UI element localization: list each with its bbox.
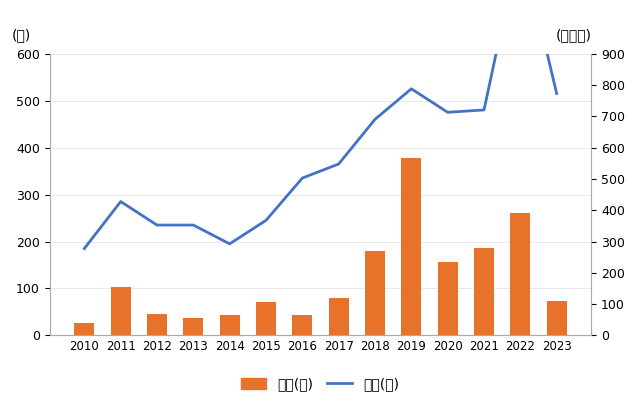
- Bar: [474, 248, 494, 335]
- Bar: [365, 251, 385, 335]
- Bar: [329, 298, 349, 335]
- Text: (억달러): (억달러): [556, 28, 591, 42]
- Text: (건): (건): [12, 28, 31, 42]
- 건수(좌): [226, 242, 234, 246]
- Bar: [183, 318, 204, 335]
- 건수(좌): [553, 91, 561, 96]
- 건수(좌): [153, 223, 161, 227]
- 건수(좌): [81, 246, 88, 251]
- 건수(좌): [189, 223, 197, 227]
- 건수(좌): [444, 110, 451, 115]
- Bar: [547, 301, 566, 335]
- Bar: [401, 158, 421, 335]
- 건수(좌): [408, 86, 415, 91]
- Bar: [220, 315, 239, 335]
- Legend: 금액(우), 건수(좌): 금액(우), 건수(좌): [236, 372, 404, 397]
- Line: 건수(좌): 건수(좌): [84, 0, 557, 248]
- 건수(좌): [117, 199, 125, 204]
- Bar: [438, 262, 458, 335]
- 건수(좌): [335, 162, 342, 166]
- Bar: [256, 302, 276, 335]
- 건수(좌): [262, 218, 270, 223]
- 건수(좌): [298, 176, 306, 181]
- Bar: [510, 213, 531, 335]
- Bar: [147, 314, 167, 335]
- 건수(좌): [371, 117, 379, 122]
- Bar: [292, 315, 312, 335]
- Bar: [74, 323, 94, 335]
- 건수(좌): [480, 107, 488, 112]
- Bar: [111, 287, 131, 335]
